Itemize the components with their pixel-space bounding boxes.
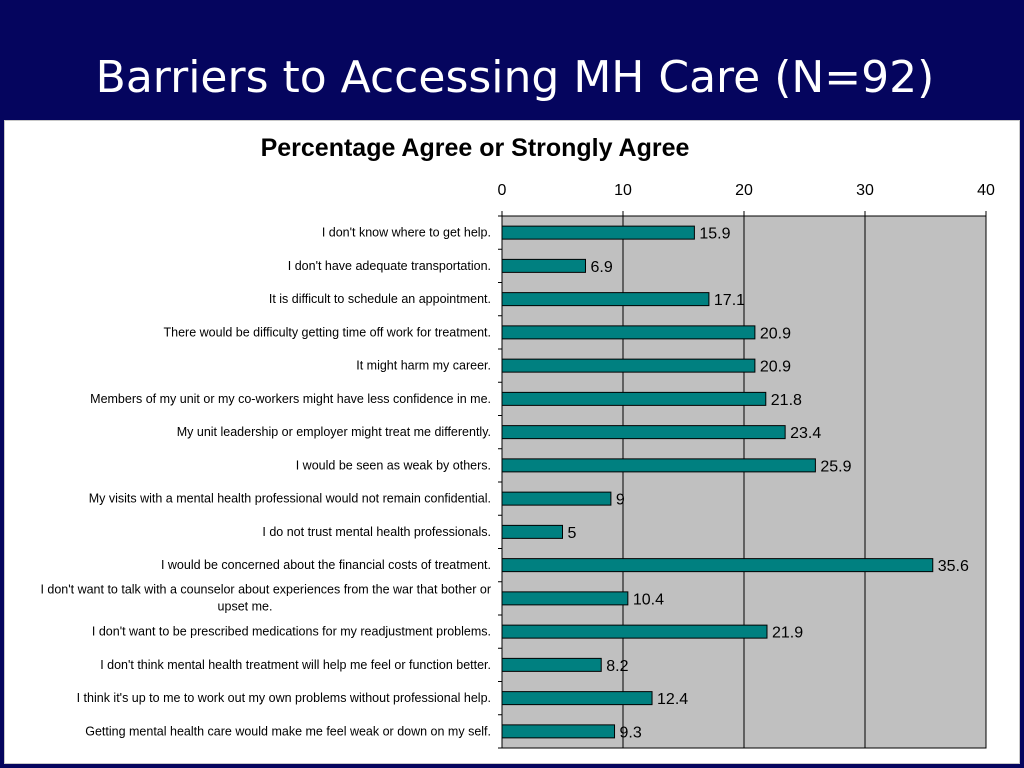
category-label: It might harm my career. (356, 359, 491, 373)
data-label: 21.9 (772, 625, 803, 642)
x-tick-label: 40 (977, 182, 995, 199)
data-label: 20.9 (760, 359, 791, 376)
chart-panel: Percentage Agree or Strongly Agree 0 10 20… (4, 120, 1020, 764)
x-tick-label: 20 (735, 182, 753, 199)
bar (501, 691, 653, 706)
category-label: I don't think mental health treatment wi… (100, 658, 491, 672)
category-label: Members of my unit or my co-workers migh… (90, 392, 491, 406)
bar (501, 458, 816, 473)
category-label: My unit leadership or employer might tre… (177, 425, 491, 439)
category-label: There would be difficulty getting time o… (164, 325, 491, 339)
data-label: 12.4 (657, 691, 688, 708)
bar (501, 358, 756, 373)
bar (501, 258, 586, 273)
category-label: upset me. (218, 599, 273, 613)
x-tick-label: 0 (498, 182, 507, 199)
bar (501, 524, 563, 539)
category-label: I don't know where to get help. (322, 226, 491, 240)
data-label: 21.8 (771, 392, 802, 409)
data-label: 23.4 (790, 425, 821, 442)
bar (501, 325, 756, 340)
data-label: 6.9 (590, 259, 612, 276)
category-label: I would be concerned about the financial… (161, 558, 491, 572)
data-label: 5 (568, 525, 577, 542)
category-label: It is difficult to schedule an appointme… (269, 292, 491, 306)
data-label: 9 (616, 492, 625, 509)
bar (501, 724, 616, 739)
category-label: I would be seen as weak by others. (296, 458, 491, 472)
bar (501, 591, 629, 606)
bar (501, 225, 695, 240)
category-label: Getting mental health care would make me… (85, 724, 491, 738)
data-label: 20.9 (760, 325, 791, 342)
data-label: 35.6 (938, 558, 969, 575)
bar (501, 292, 710, 307)
data-label: 9.3 (620, 724, 642, 741)
x-tick-label: 10 (614, 182, 632, 199)
bar (501, 491, 612, 506)
data-label: 25.9 (820, 458, 851, 475)
slide-title: Barriers to Accessing MH Care (N=92) (95, 52, 935, 103)
bar-chart: Percentage Agree or Strongly Agree 0 10 20… (40, 134, 995, 749)
data-label: 10.4 (633, 591, 664, 608)
data-label: 8.2 (606, 658, 628, 675)
data-label: 17.1 (714, 292, 745, 309)
bar (501, 558, 934, 573)
bar (501, 624, 768, 639)
bar (501, 425, 786, 440)
category-label: I don't have adequate transportation. (288, 259, 491, 273)
category-label: I don't want to talk with a counselor ab… (40, 582, 491, 596)
chart-title: Percentage Agree or Strongly Agree (261, 134, 690, 162)
data-label: 15.9 (699, 226, 730, 243)
bar (501, 391, 767, 406)
category-label: I think it's up to me to work out my own… (77, 691, 491, 705)
bar (501, 657, 602, 672)
x-tick-label: 30 (856, 182, 874, 199)
category-label: I do not trust mental health professiona… (262, 525, 491, 539)
category-label: My visits with a mental health professio… (89, 492, 491, 506)
category-label: I don't want to be prescribed medication… (92, 625, 491, 639)
